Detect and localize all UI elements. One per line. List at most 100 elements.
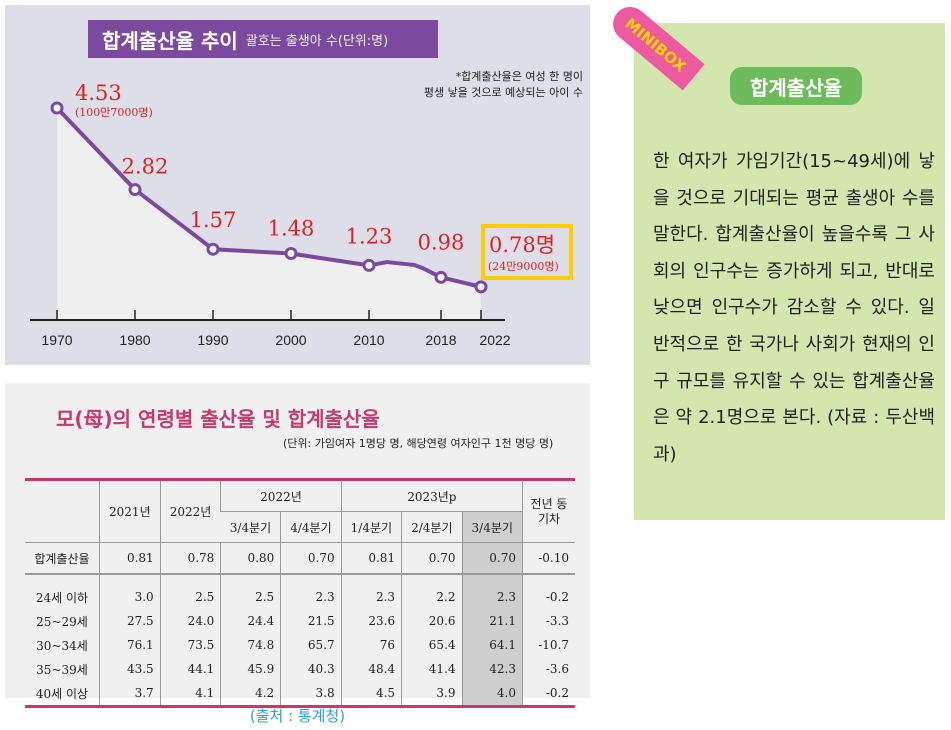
data-label: 0.78명 bbox=[489, 233, 555, 257]
row-label: 25~29세 bbox=[36, 614, 88, 629]
table-cell: -3.3 bbox=[522, 609, 575, 633]
chart-area bbox=[57, 108, 481, 320]
data-label: 1.57 bbox=[190, 208, 237, 232]
table-row: 40세 이상 3.7 4.1 4.2 3.8 4.5 3.9 4.0 -0.2 bbox=[25, 681, 575, 707]
table-cell: -0.2 bbox=[522, 681, 575, 707]
fertility-table: 2021년 2022년 2022년 2023년p 전년 동기차 3/4분기 4/… bbox=[25, 478, 575, 708]
line-chart: 1970 1980 1990 2000 2010 2018 2022 4.53(100만700… bbox=[30, 81, 573, 348]
data-point bbox=[50, 101, 64, 115]
table-cell: 48.4 bbox=[340, 657, 402, 681]
data-point bbox=[434, 270, 448, 284]
table-cell: 2.5 bbox=[220, 574, 281, 609]
table-cell: 3.9 bbox=[401, 681, 463, 707]
table-cell: 2.5 bbox=[159, 574, 221, 609]
chart-title: 합계출산율 추이 bbox=[102, 28, 238, 53]
table-cell: 27.5 bbox=[99, 609, 161, 633]
table-cell: 4.1 bbox=[159, 681, 221, 707]
header-q: 2/4분기 bbox=[401, 511, 463, 543]
data-point bbox=[128, 183, 142, 197]
header-group-2023: 2023년p bbox=[340, 479, 523, 512]
table-cell: 4.5 bbox=[340, 681, 402, 707]
table-cell: 21.5 bbox=[280, 609, 342, 633]
table-cell: 23.6 bbox=[340, 609, 402, 633]
table-cell: 0.70 bbox=[461, 542, 523, 575]
x-tick-label: 2000 bbox=[275, 332, 306, 348]
table-cell: 74.8 bbox=[220, 633, 281, 657]
row-label: 24세 이하 bbox=[35, 590, 89, 605]
table-row: 24세 이하 3.0 2.5 2.5 2.3 2.3 2.2 2.3 -0.2 bbox=[25, 574, 575, 609]
table-cell: 76.1 bbox=[99, 633, 161, 657]
table-cell: 73.5 bbox=[159, 633, 221, 657]
data-label: 1.48 bbox=[268, 216, 315, 240]
x-tick-label: 1990 bbox=[197, 332, 228, 348]
header-empty bbox=[25, 480, 100, 543]
data-label: 2.82 bbox=[122, 155, 169, 179]
table-cell: 4.2 bbox=[220, 681, 281, 707]
table-row: 35~39세 43.5 44.1 45.9 40.3 48.4 41.4 42.3 -3.6 bbox=[25, 657, 575, 681]
data-label: 4.53 bbox=[75, 81, 122, 105]
header-q: 1/4분기 bbox=[340, 511, 402, 543]
table-cell: 40.3 bbox=[280, 657, 342, 681]
table-cell: 65.7 bbox=[280, 633, 342, 657]
table-row-total: 합계출산율 0.81 0.78 0.80 0.70 0.81 0.70 0.70 -0.10 bbox=[25, 542, 575, 575]
table-cell: 24.4 bbox=[220, 609, 281, 633]
minibox-text: 한 여자가 가임기간(15~49세)에 낳을 것으로 기대되는 평균 출생아 수… bbox=[653, 151, 935, 465]
table-unit: (단위: 가임여자 1명당 명, 해당연령 여자인구 1천 명당 명) bbox=[283, 437, 554, 450]
table-cell: 64.1 bbox=[461, 633, 523, 657]
x-tick-label: 2018 bbox=[425, 332, 456, 348]
table-cell: 43.5 bbox=[99, 657, 161, 681]
x-tick-label: 2022 bbox=[479, 332, 510, 348]
x-tick-label: 2010 bbox=[353, 332, 384, 348]
table-cell: 2.3 bbox=[340, 574, 402, 609]
table-cell: 3.0 bbox=[99, 574, 161, 609]
table-cell: -0.10 bbox=[522, 542, 575, 575]
table-cell: 24.0 bbox=[159, 609, 221, 633]
row-label: 30~34세 bbox=[36, 638, 88, 653]
table-cell: 2.3 bbox=[280, 574, 342, 609]
chart-note-1: *합계출산율은 여성 한 명이 bbox=[455, 70, 583, 83]
header-diff: 전년 동기차 bbox=[522, 479, 575, 543]
table-cell: 42.3 bbox=[461, 657, 523, 681]
highlight-box bbox=[481, 224, 573, 280]
data-point bbox=[362, 258, 376, 272]
table-cell: 3.7 bbox=[99, 681, 161, 707]
table-cell: 0.70 bbox=[280, 542, 342, 575]
table-cell: 21.1 bbox=[461, 609, 523, 633]
chart-subtitle: 괄호는 출생아 수(단위:명) bbox=[245, 33, 389, 49]
row-label: 35~39세 bbox=[36, 662, 88, 677]
data-label: 1.23 bbox=[346, 224, 393, 248]
chart-note-2: 평생 낳을 것으로 예상되는 아이 수 bbox=[423, 86, 583, 99]
header-2021: 2021년 bbox=[99, 479, 161, 543]
table-cell: 44.1 bbox=[159, 657, 221, 681]
data-point bbox=[206, 242, 220, 256]
table-cell: 4.0 bbox=[461, 681, 523, 707]
data-point bbox=[284, 246, 298, 260]
table-cell: 65.4 bbox=[401, 633, 463, 657]
table-cell: 76 bbox=[340, 633, 402, 657]
table-cell: 0.81 bbox=[340, 542, 402, 575]
table-title: 모(母)의 연령별 출산율 및 합계출산율 bbox=[56, 407, 380, 431]
header-q: 3/4분기 bbox=[229, 520, 272, 535]
table-cell: 0.81 bbox=[99, 542, 161, 575]
data-label: 0.98 bbox=[418, 230, 465, 254]
minibox-panel bbox=[634, 23, 945, 520]
source-note: (출처 : 통계청) bbox=[249, 707, 346, 725]
row-label: 40세 이상 bbox=[35, 686, 89, 701]
table-cell: 0.78 bbox=[159, 542, 221, 575]
table-cell: -3.6 bbox=[522, 657, 575, 681]
table-cell: 41.4 bbox=[401, 657, 463, 681]
data-sublabel: (24만9000명) bbox=[488, 260, 559, 273]
header-q: 4/4분기 bbox=[280, 511, 342, 543]
table-cell: 45.9 bbox=[220, 657, 281, 681]
table-cell: 3.8 bbox=[280, 681, 342, 707]
x-tick-label: 1980 bbox=[119, 332, 150, 348]
header-group-2022: 2022년 bbox=[220, 479, 342, 512]
table-cell: 2.3 bbox=[461, 574, 523, 609]
row-label: 합계출산율 bbox=[25, 542, 100, 575]
table-row: 25~29세 27.5 24.0 24.4 21.5 23.6 20.6 21.1 -3.3 bbox=[25, 609, 575, 633]
header-2022: 2022년 bbox=[159, 479, 221, 543]
table-cell: 20.6 bbox=[401, 609, 463, 633]
data-point bbox=[474, 280, 488, 294]
series-line bbox=[55, 106, 482, 289]
data-sublabel: (100만7000명) bbox=[75, 106, 153, 119]
